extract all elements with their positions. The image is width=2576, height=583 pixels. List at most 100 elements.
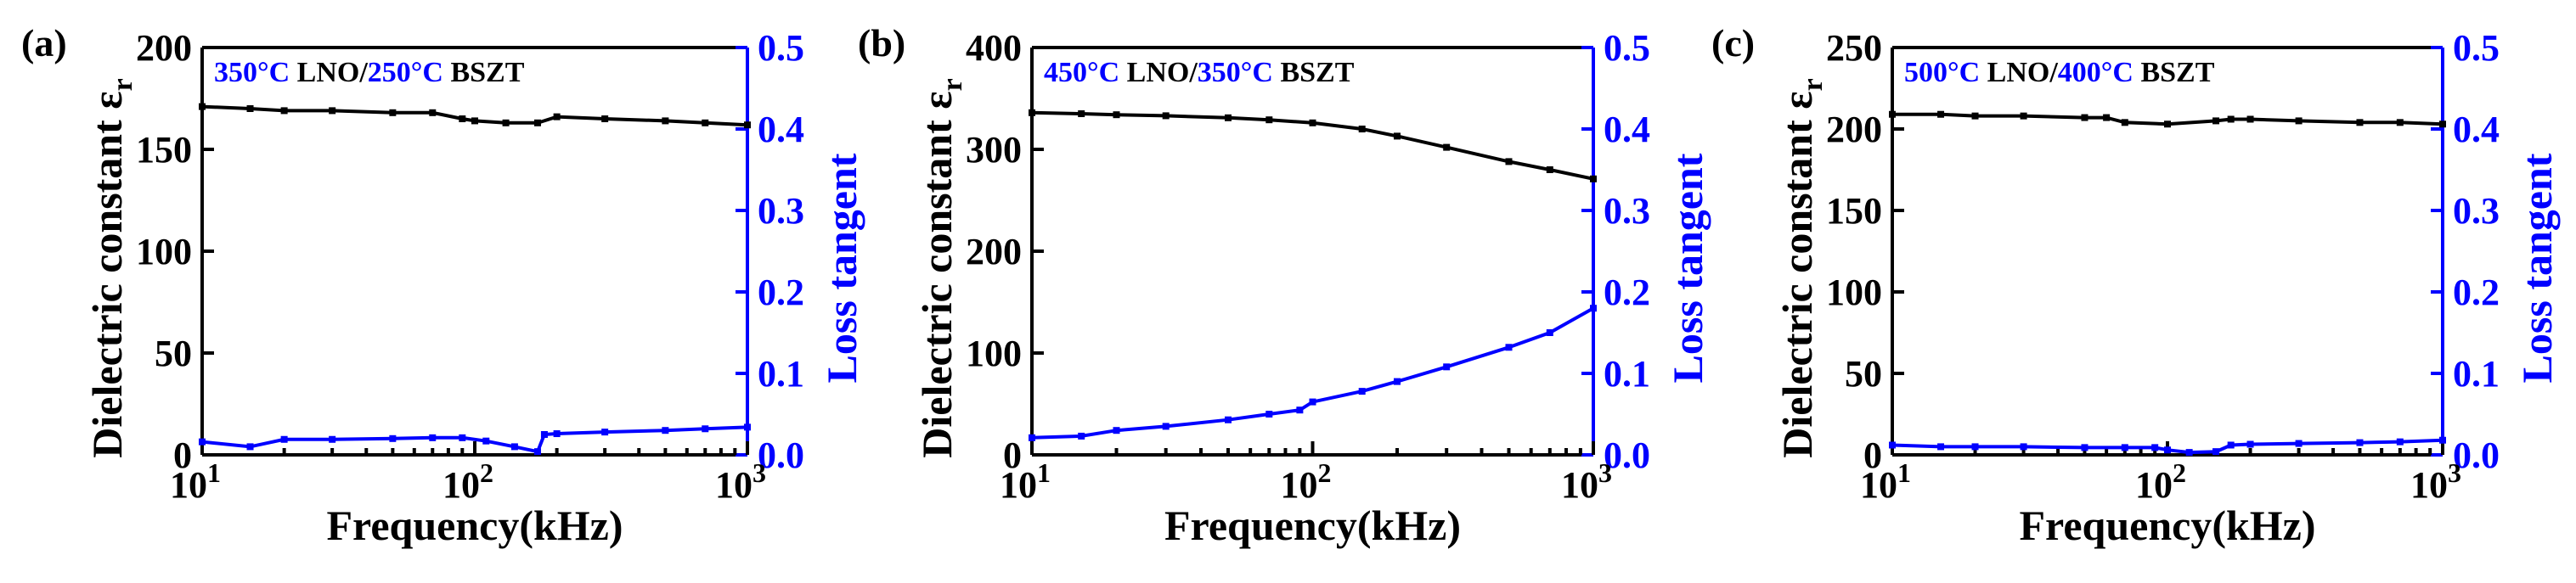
dielectric-constant-point <box>1546 166 1553 173</box>
loss-tangent-point <box>744 423 751 431</box>
dielectric-constant-point <box>329 107 336 115</box>
loss-tangent-point <box>389 434 397 442</box>
dielectric-constant-point <box>2356 119 2364 126</box>
dielectric-constant-point <box>702 119 709 126</box>
loss-tangent-point <box>2151 444 2159 451</box>
loss-tangent-point <box>2081 444 2088 451</box>
y2-tick-label: 0.3 <box>2453 190 2500 232</box>
dielectric-constant-point <box>2020 112 2027 120</box>
y-tick-label: 150 <box>136 129 192 171</box>
x-tick-label: 103 <box>2410 457 2461 506</box>
dielectric-constant-point <box>389 109 397 116</box>
x-tick-label: 101 <box>1000 457 1051 506</box>
y2-axis-title: Loss tangent <box>818 153 865 383</box>
loss-tangent-line <box>1891 438 2444 455</box>
loss-tangent-point <box>1590 305 1597 312</box>
y2-tick-label: 0.0 <box>1604 434 1650 476</box>
y2-tick-label: 0.4 <box>2453 109 2500 150</box>
loss-tangent-point <box>540 431 548 438</box>
dielectric-constant-point <box>1889 110 1896 118</box>
x-tick-label: 102 <box>2135 457 2186 506</box>
loss-tangent-point <box>459 434 466 441</box>
loss-tangent-point <box>2020 443 2027 451</box>
x-tick-label: 101 <box>1860 457 1911 506</box>
x-tick-label: 102 <box>442 457 493 506</box>
panel-label: (b) <box>858 21 905 64</box>
dielectric-constant-point <box>744 121 751 129</box>
loss-tangent-point <box>1546 329 1553 336</box>
loss-tangent-point <box>1971 443 1979 451</box>
loss-tangent-point <box>662 427 669 434</box>
loss-tangent-point <box>1296 406 1304 414</box>
loss-tangent-line <box>1031 306 1594 440</box>
loss-tangent-point <box>2212 448 2220 456</box>
x-tick-label: 103 <box>1561 457 1612 506</box>
y-tick-label: 50 <box>1845 353 1882 395</box>
loss-tangent-point <box>199 438 206 446</box>
loss-tangent-point <box>2396 438 2404 446</box>
dielectric-constant-point <box>2396 119 2404 126</box>
loss-tangent-point <box>1889 441 1896 449</box>
loss-tangent-point <box>1078 432 1085 440</box>
legend-label: 350°C LNO/250°C BSZT <box>214 57 525 88</box>
dielectric-constant-point <box>1358 126 1366 132</box>
x-tick-label: 101 <box>170 457 221 506</box>
loss-tangent-line <box>201 425 748 454</box>
loss-tangent-point <box>2227 441 2235 449</box>
dielectric-constant-point <box>2212 117 2220 125</box>
dielectric-constant-point <box>1443 143 1451 151</box>
legend-label: 450°C LNO/350°C BSZT <box>1044 57 1355 88</box>
y-axis-title: Dielectric constant εr <box>1773 78 1829 457</box>
y2-tick-label: 0.3 <box>1604 190 1650 232</box>
dielectric-constant-point <box>662 117 669 125</box>
dielectric-constant-point <box>553 113 561 121</box>
y-tick-label: 100 <box>136 231 192 272</box>
dielectric-constant-point <box>2227 115 2235 123</box>
y-tick-label: 300 <box>966 129 1022 171</box>
panel-a: 0 50 100 150 200 0.0 0.1 0.2 0.3 0.4 0.5 101 102 103 F… <box>21 21 865 549</box>
dielectric-constant-point <box>533 119 541 126</box>
y2-tick-label: 0.4 <box>758 109 804 150</box>
dielectric-constant-point <box>2164 121 2171 128</box>
dielectric-constant-point <box>2121 119 2128 126</box>
dielectric-constant-point <box>1265 116 1273 124</box>
dielectric-constant-point <box>471 117 478 125</box>
panel-b: 0 100 200 300 400 0.0 0.1 0.2 0.3 0.4 0.5 101 102 103… <box>858 21 1711 549</box>
x-tick-label: 103 <box>715 457 766 506</box>
dielectric-constant-point <box>1113 111 1120 119</box>
y-tick-label: 50 <box>155 333 192 374</box>
x-axis-title: Frequency(kHz) <box>1164 502 1461 549</box>
y-tick-label: 0 <box>1863 434 1882 476</box>
loss-tangent-point <box>2185 449 2193 457</box>
y2-tick-label: 0.1 <box>1604 353 1650 395</box>
dielectric-constant-point <box>1971 112 1979 120</box>
y-tick-label: 150 <box>1826 190 1882 232</box>
y2-tick-label: 0.1 <box>758 353 804 395</box>
loss-tangent-point <box>533 448 541 456</box>
dielectric-constant-point <box>1937 110 1945 118</box>
loss-tangent-point <box>2439 436 2446 444</box>
loss-tangent-point <box>1505 344 1513 351</box>
dielectric-constant-point <box>246 105 254 112</box>
dielectric-constant-point <box>2081 114 2088 121</box>
y-tick-label: 250 <box>1826 27 1882 69</box>
dielectric-constant-point <box>1590 175 1597 182</box>
dielectric-constant-point <box>429 109 437 116</box>
loss-tangent-point <box>2246 440 2254 448</box>
y2-tick-label: 0.0 <box>2453 434 2500 476</box>
dielectric-constant-point <box>601 115 609 122</box>
dielectric-constant-point <box>1078 110 1085 117</box>
loss-tangent-point <box>1225 416 1232 423</box>
y-tick-label: 200 <box>966 231 1022 272</box>
y2-tick-label: 0.5 <box>758 27 804 69</box>
loss-tangent-point <box>1029 434 1035 441</box>
dielectric-constant-point <box>199 103 206 110</box>
dielectric-constant-point <box>1225 114 1232 121</box>
loss-tangent-point <box>1358 388 1366 395</box>
y2-tick-label: 0.2 <box>1604 272 1650 313</box>
loss-tangent-point <box>1265 411 1273 418</box>
y2-axis-title: Loss tangent <box>1664 153 1711 383</box>
x-tick-label: 102 <box>1281 457 1332 506</box>
loss-tangent-point <box>553 430 561 438</box>
